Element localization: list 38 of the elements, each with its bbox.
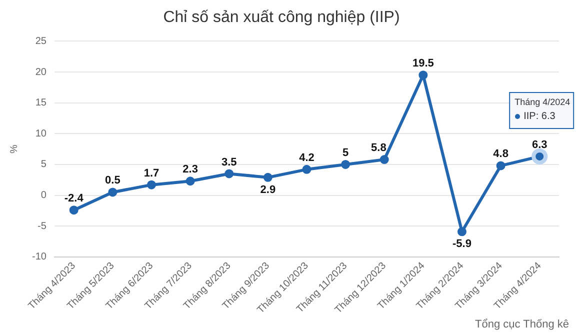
data-label: -2.4 [64, 192, 84, 205]
point [496, 161, 506, 170]
data-label: 2.9 [260, 184, 276, 196]
y-tick-label: 0 [40, 190, 47, 202]
point [108, 188, 118, 197]
point [263, 172, 272, 182]
y-tick-label: -10 [32, 252, 47, 263]
point [380, 155, 389, 164]
y-tick-label: 5 [40, 159, 47, 170]
point [341, 160, 350, 169]
point [186, 176, 195, 186]
point [224, 169, 234, 178]
point [69, 206, 78, 215]
data-label: 2.3 [182, 164, 198, 176]
y-tick-label: 20 [35, 66, 47, 78]
data-label: -5.9 [452, 238, 472, 250]
point [418, 70, 428, 80]
data-label: 4.8 [493, 148, 508, 160]
data-label: 5 [342, 147, 349, 160]
y-tick-label: 15 [35, 98, 47, 109]
point [146, 180, 156, 190]
data-label: 4.2 [299, 152, 314, 164]
chart-title: Chỉ số sản xuất công nghiệp (IIP) [163, 9, 400, 26]
y-tick-label: 10 [35, 128, 47, 140]
annotation: Tháng 4/2024 [514, 96, 570, 107]
data-label: 1.7 [144, 167, 160, 180]
data-label: 0.5 [105, 174, 120, 187]
annotation: IIP: 6.3 [524, 111, 556, 122]
y-tick-label: -5 [38, 220, 47, 232]
data-label: 5.8 [371, 142, 386, 154]
data-label: 19.5 [412, 58, 434, 70]
point [457, 227, 466, 236]
text: Tổng cục Thống kê [475, 318, 569, 331]
data-label: 6.3 [532, 139, 548, 151]
y-axis-title: % [8, 144, 20, 154]
data-label: 3.5 [221, 156, 237, 168]
point [302, 164, 312, 174]
y-tick-label: 25 [35, 36, 47, 47]
